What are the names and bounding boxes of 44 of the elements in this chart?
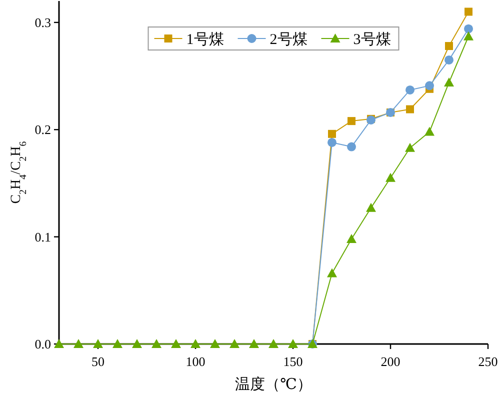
point — [132, 339, 142, 348]
point — [346, 234, 356, 243]
legend-label: 1号煤 — [186, 31, 224, 48]
point — [464, 24, 473, 34]
y-tick-label: 0.3 — [34, 14, 51, 30]
point — [348, 117, 356, 126]
x-tick-label: 150 — [283, 354, 303, 369]
point — [405, 142, 415, 152]
y-tick-label: 0.0 — [34, 336, 51, 352]
point — [444, 77, 454, 86]
point — [464, 8, 472, 16]
point — [445, 42, 453, 50]
point — [230, 339, 240, 348]
point — [406, 85, 414, 94]
point — [424, 126, 434, 136]
x-tick-label: 200 — [380, 354, 400, 369]
point — [328, 130, 336, 138]
legend-label: 3号煤 — [353, 31, 391, 48]
point — [425, 81, 434, 90]
point — [171, 339, 181, 348]
point — [112, 339, 122, 348]
point — [152, 339, 162, 348]
point — [327, 268, 337, 278]
point — [288, 339, 298, 348]
legend-label: 2号煤 — [270, 31, 308, 48]
point — [190, 339, 200, 348]
point — [347, 142, 356, 152]
point — [386, 172, 396, 182]
point — [406, 105, 414, 114]
x-tick-label: 50 — [92, 354, 104, 369]
x-tick-label: 100 — [186, 354, 206, 369]
point — [464, 31, 474, 40]
x-axis-title: 温度（℃） — [235, 376, 312, 393]
point — [366, 202, 376, 212]
point — [328, 138, 336, 147]
point — [74, 339, 84, 348]
point — [444, 55, 454, 64]
point — [249, 339, 259, 348]
point — [268, 339, 278, 348]
point — [210, 339, 220, 348]
y-tick-label: 0.1 — [34, 229, 51, 244]
point — [93, 339, 103, 348]
y-tick-label: 0.2 — [34, 122, 51, 138]
x-tick-label: 250 — [478, 354, 498, 369]
